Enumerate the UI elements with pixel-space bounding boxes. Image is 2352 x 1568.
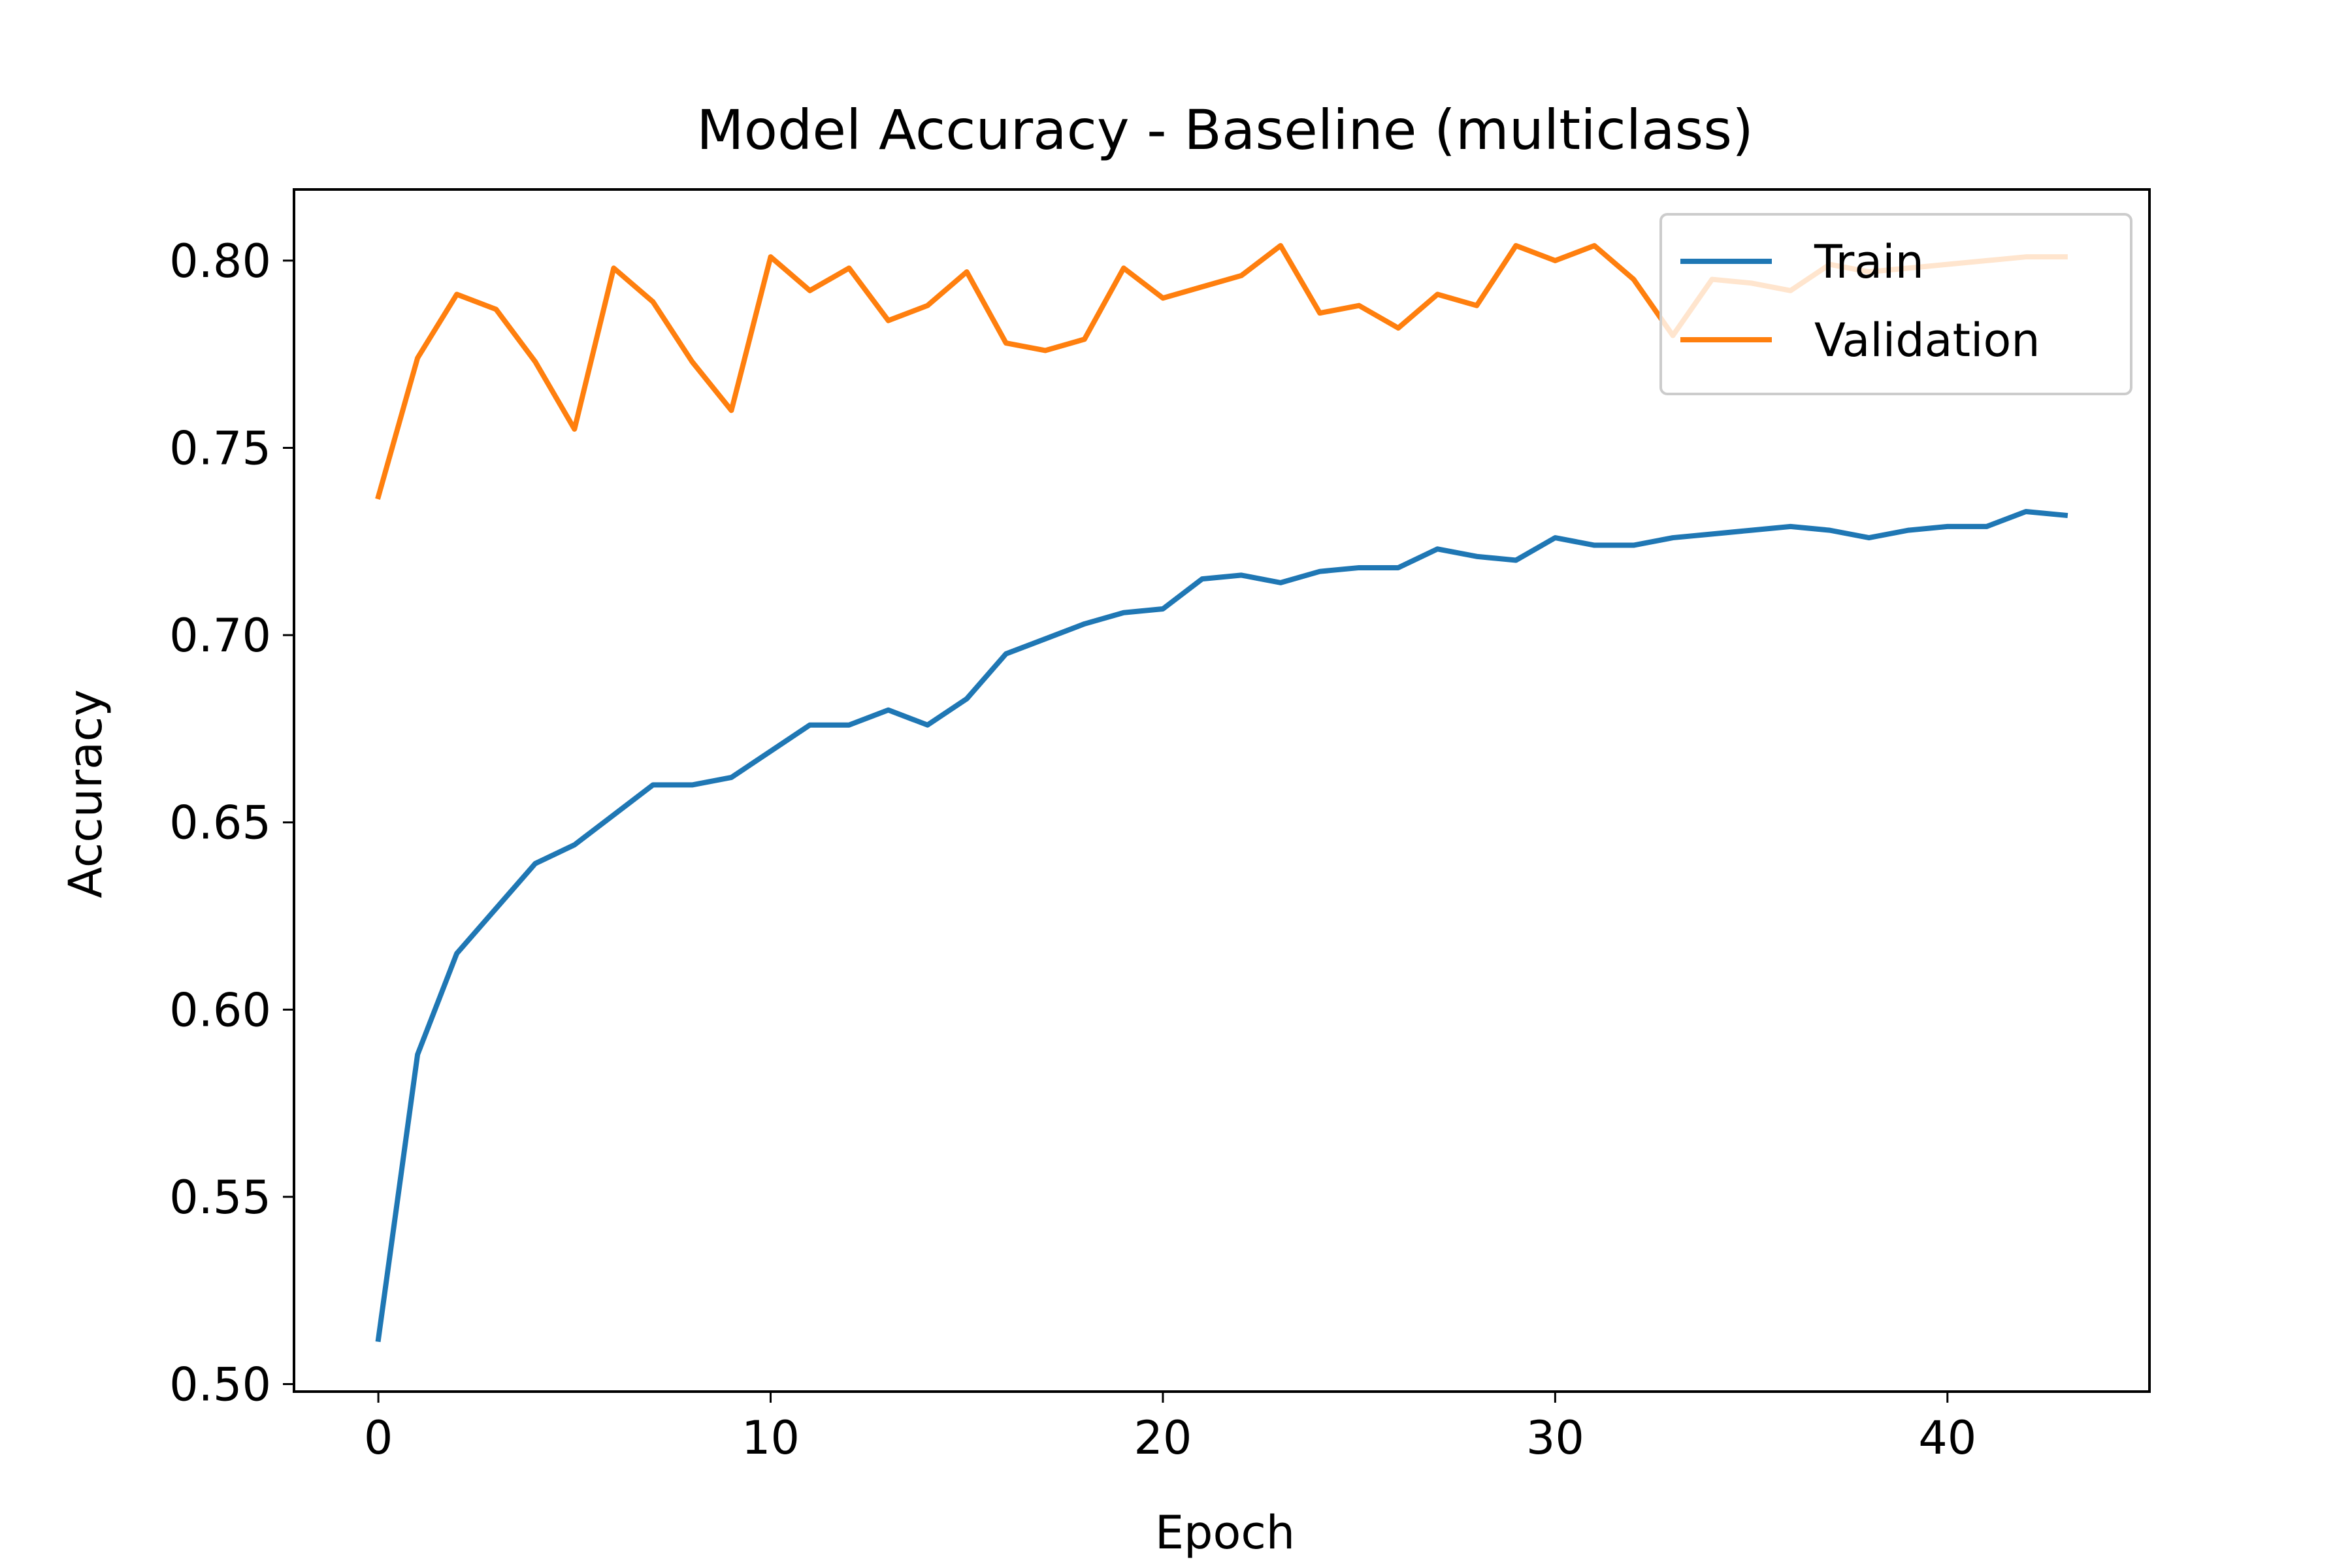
y-tick-label: 0.80 <box>169 235 271 288</box>
x-tick-label: 20 <box>1134 1411 1192 1465</box>
legend-label-validation: Validation <box>1814 314 2040 367</box>
x-tick-label: 40 <box>1918 1411 1976 1465</box>
y-tick-label: 0.60 <box>169 983 271 1037</box>
x-tick-label: 30 <box>1526 1411 1584 1465</box>
x-tick-label: 0 <box>364 1411 393 1465</box>
series-line-train <box>375 508 2068 1343</box>
axes-frame <box>293 188 2151 1393</box>
y-tick-label: 0.75 <box>169 422 271 476</box>
legend: Train Validation <box>1659 213 2132 395</box>
x-axis-ticks: 0 10 20 30 40 <box>364 1392 1976 1465</box>
y-tick-label: 0.65 <box>169 796 271 850</box>
y-tick-label: 0.50 <box>169 1358 271 1412</box>
legend-label-train: Train <box>1814 235 1924 289</box>
x-tick-label: 10 <box>742 1411 800 1465</box>
y-axis-ticks: 0.50 0.55 0.60 0.65 0.70 0.75 0.80 <box>169 235 294 1412</box>
y-tick-label: 0.70 <box>169 609 271 662</box>
chart-title: Model Accuracy - Baseline (multiclass) <box>696 98 1754 162</box>
x-axis-label: Epoch <box>1155 1506 1295 1560</box>
y-axis-label: Accuracy <box>59 689 112 898</box>
y-tick-label: 0.55 <box>169 1171 271 1224</box>
legend-box <box>1659 213 2132 395</box>
